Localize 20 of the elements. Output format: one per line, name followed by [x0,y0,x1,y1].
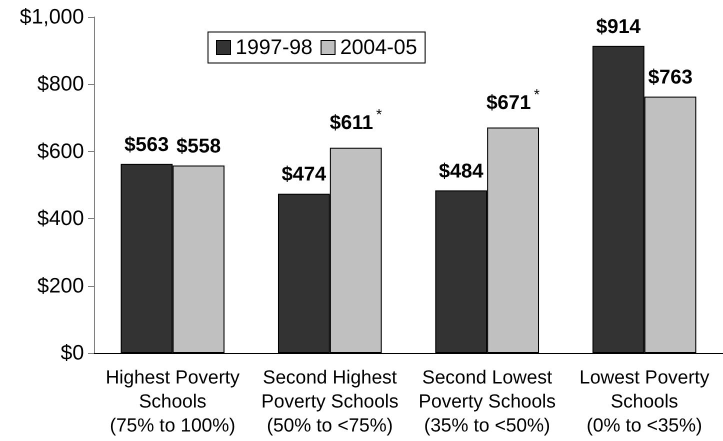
x-tick-label: Lowest Poverty Schools (0% to <35%) [579,368,710,436]
y-tick-label: $600 [37,140,84,163]
y-tick-label: $800 [37,72,84,96]
y-tick-label: $400 [37,207,84,230]
legend-label: 2004-05 [340,36,418,59]
x-tick-label: Second Lowest Poverty Schools (35% to <50%) [418,368,556,436]
data-label: $484 [438,160,484,182]
data-label: $763 [648,66,693,89]
data-label: $914 [596,16,642,38]
data-label: $611* [330,106,382,134]
data-label: $558 [176,136,221,158]
data-label: $671* [486,86,540,114]
y-tick-label: $200 [37,274,84,298]
x-tick-label: Second Highest Poverty Schools (50% to <75%) [261,368,399,436]
data-label: $563 [124,134,169,156]
data-label: $474 [282,164,328,186]
x-tick-label: Highest Poverty Schools (75% to 100%) [106,368,240,436]
legend-label: 1997-98 [236,36,313,59]
y-tick-label: $0 [60,342,84,364]
y-tick-label: $1,000 [20,6,84,28]
